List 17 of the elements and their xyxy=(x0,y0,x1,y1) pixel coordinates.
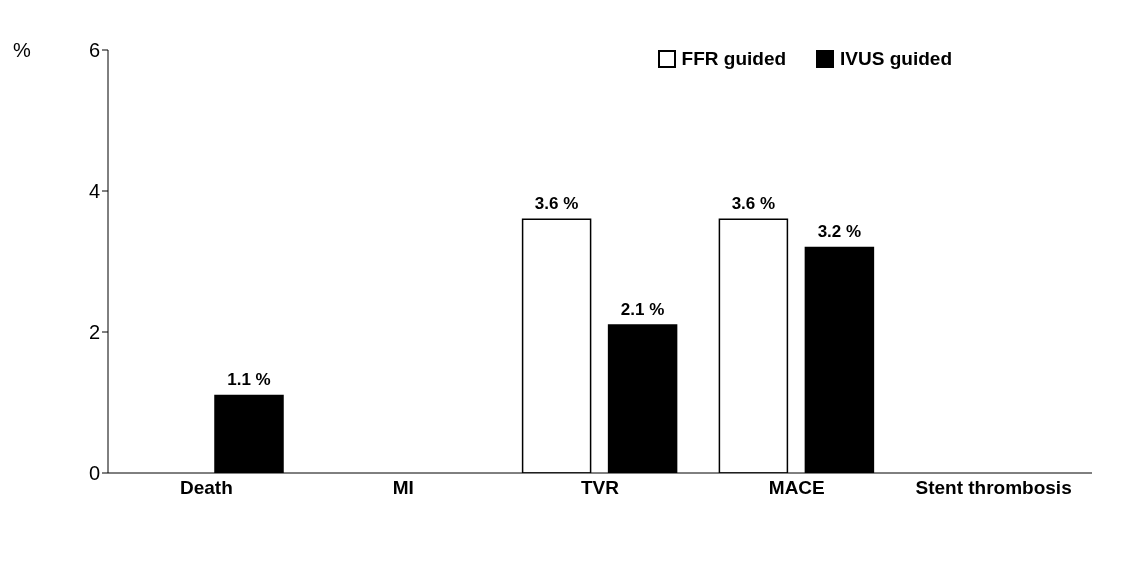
x-tick-label: Death xyxy=(180,477,233,499)
data-label: 1.1 % xyxy=(227,370,271,390)
x-tick-label: MI xyxy=(392,477,414,499)
y-axis-title: % xyxy=(13,39,31,62)
y-tick-label: 2 xyxy=(88,321,100,344)
x-tick-label: Stent thrombosis xyxy=(915,477,1072,499)
data-label: 3.2 % xyxy=(817,222,862,242)
legend-label: IVUS guided xyxy=(839,48,952,70)
y-tick-label: 4 xyxy=(88,180,100,203)
data-label: 2.1 % xyxy=(620,299,665,319)
x-tick-label: TVR xyxy=(581,477,620,499)
y-tick-label: 0 xyxy=(88,462,100,485)
x-tick-label: MACE xyxy=(768,477,825,499)
data-label: 3.6 % xyxy=(731,194,776,214)
y-tick-label: 6 xyxy=(88,39,100,62)
data-label: 3.6 % xyxy=(534,194,579,214)
legend-label: FFR guided xyxy=(680,48,787,70)
